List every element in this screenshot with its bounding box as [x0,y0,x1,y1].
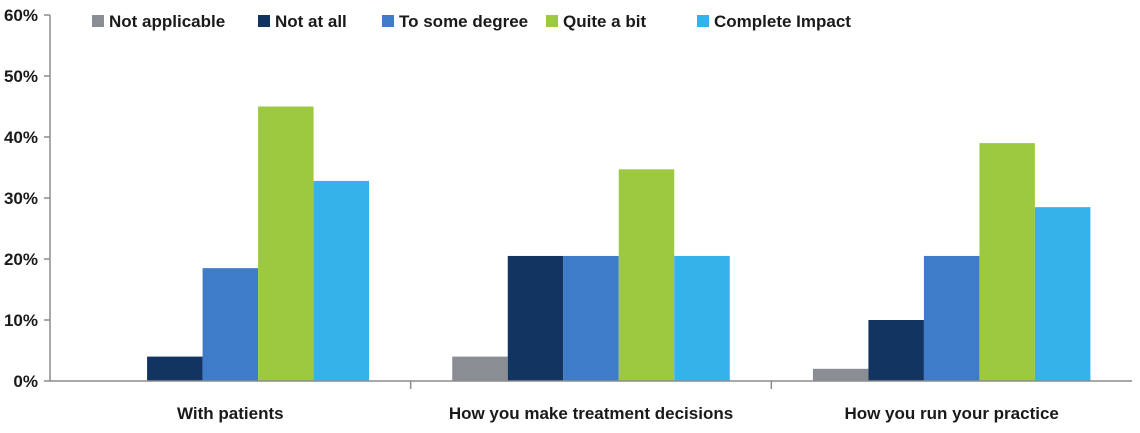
y-tick-label: 10% [4,311,38,330]
x-category-label: With patients [177,404,284,423]
bar-to-some-degree [923,255,980,381]
y-tick-label: 40% [4,128,38,147]
legend-swatch [697,15,709,27]
bar-not-applicable [452,356,508,381]
legend-swatch [382,15,394,27]
bar-quite-a-bit [258,106,314,381]
bars [147,106,1091,381]
bar-complete-impact [1034,207,1091,381]
bar-quite-a-bit [618,169,675,381]
y-axis: 0% 10% 20% 30% 40% 50% 60% [4,6,51,391]
bar-not-applicable [812,368,869,381]
bar-complete-impact [674,255,730,381]
legend-label: Not applicable [109,12,225,31]
y-tick-label: 30% [4,189,38,208]
y-tick-label: 50% [4,67,38,86]
legend-label: To some degree [399,12,528,31]
bar-complete-impact [313,180,370,381]
x-category-label: How you make treatment decisions [449,404,733,423]
bar-to-some-degree [563,255,619,381]
bar-not-at-all [507,255,564,381]
legend-label: Not at all [275,12,347,31]
bar-not-at-all [147,356,203,381]
bar-to-some-degree [202,268,259,381]
x-axis: With patients How you make treatment deci… [177,381,1059,423]
legend-label: Complete Impact [714,12,851,31]
legend-swatch [92,15,104,27]
x-category-label: How you run your practice [844,404,1058,423]
legend: Not applicable Not at all To some degree Qu… [92,12,851,31]
legend-swatch [258,15,270,27]
legend-label: Quite a bit [563,12,646,31]
y-tick-label: 60% [4,6,38,25]
y-tick-label: 20% [4,250,38,269]
legend-swatch [546,15,558,27]
bar-quite-a-bit [979,143,1035,381]
bar-not-at-all [868,320,924,381]
y-tick-label: 0% [13,372,38,391]
